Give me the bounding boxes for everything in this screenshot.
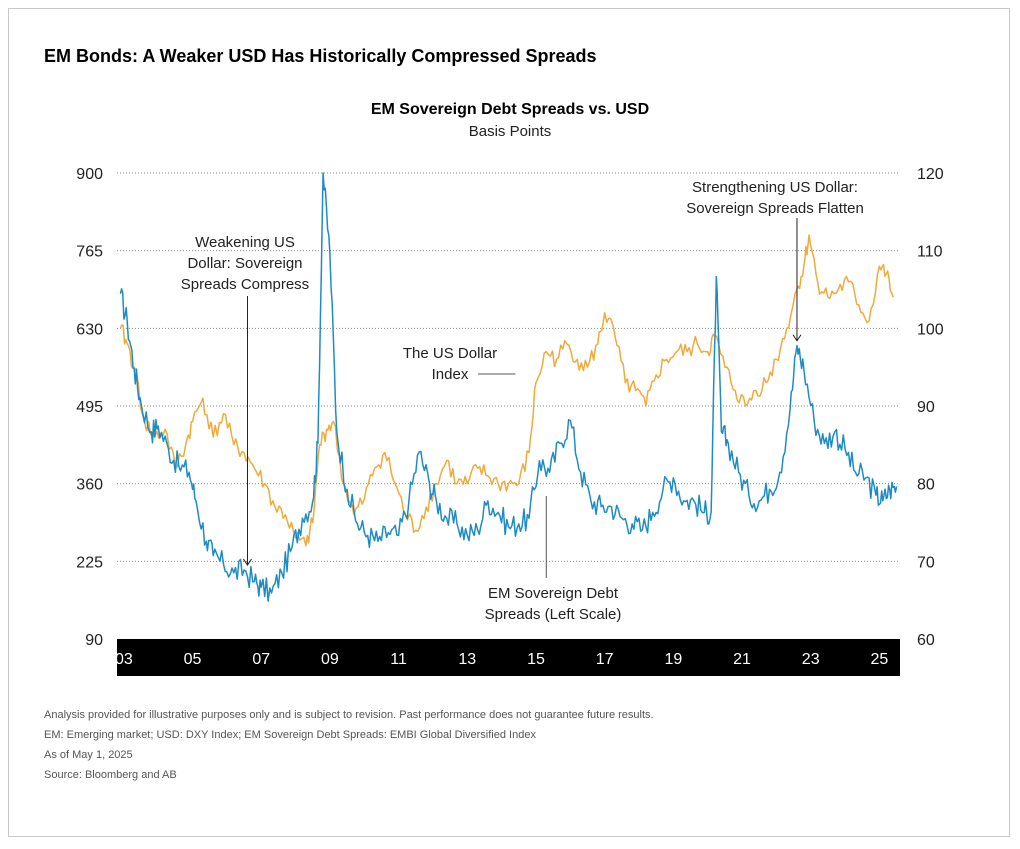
right-tick-label: 100 (917, 321, 944, 338)
chart-subtitle: Basis Points (468, 123, 552, 140)
right-tick-label: 80 (917, 477, 935, 494)
x-tick-label: 11 (390, 651, 407, 668)
right-axis-ticks: 60 70 80 90 100 110 120 (917, 166, 944, 649)
left-tick-label: 225 (76, 554, 103, 571)
left-axis-ticks: 90 225 360 495 630 765 900 (76, 166, 103, 649)
x-tick-label: 07 (252, 651, 270, 668)
x-tick-label: 17 (596, 651, 614, 668)
annotation-strengthening-dollar: Sovereign Spreads Flatten (686, 200, 864, 217)
x-axis-band (117, 639, 900, 676)
annotation-weakening-dollar: Weakening US (195, 234, 295, 251)
footnote-definitions: EM: Emerging market; USD: DXY Index; EM … (44, 729, 536, 741)
annotation-weakening-arrow-head (243, 558, 252, 566)
annotation-dollar-index-label: The US Dollar (403, 345, 497, 362)
x-tick-label: 21 (733, 651, 751, 668)
annotations: Weakening US Dollar: Sovereign Spreads Com… (181, 179, 864, 623)
x-tick-label: 19 (664, 651, 682, 668)
right-tick-label: 60 (917, 632, 935, 649)
x-tick-label: 03 (115, 651, 133, 668)
x-axis-ticks: 03 05 07 09 11 13 15 17 19 21 23 25 (115, 651, 888, 668)
annotation-strengthening-dollar: Strengthening US Dollar: (692, 179, 858, 196)
left-tick-label: 360 (76, 477, 103, 494)
footnote-date: As of May 1, 2025 (44, 749, 133, 761)
headline: EM Bonds: A Weaker USD Has Historically … (44, 46, 597, 66)
x-tick-label: 15 (527, 651, 545, 668)
right-tick-label: 70 (917, 554, 935, 571)
footnotes: Analysis provided for illustrative purpo… (44, 705, 654, 785)
left-tick-label: 900 (76, 166, 103, 183)
footnote-disclaimer: Analysis provided for illustrative purpo… (44, 709, 654, 721)
left-tick-label: 765 (76, 244, 103, 261)
gridlines (117, 172, 900, 562)
x-tick-label: 13 (458, 651, 476, 668)
footnote-source: Source: Bloomberg and AB (44, 769, 177, 781)
x-tick-label: 09 (321, 651, 339, 668)
right-tick-label: 90 (917, 399, 935, 416)
x-tick-label: 25 (870, 651, 888, 668)
right-tick-label: 120 (917, 166, 944, 183)
chart-title: EM Sovereign Debt Spreads vs. USD (370, 101, 650, 118)
annotation-em-spreads-label: EM Sovereign Debt (488, 585, 619, 602)
left-tick-label: 90 (85, 632, 103, 649)
annotation-weakening-dollar: Spreads Compress (181, 276, 309, 293)
annotation-weakening-dollar: Dollar: Sovereign (187, 255, 302, 272)
left-tick-label: 495 (76, 399, 103, 416)
chart-frame (8, 8, 1010, 837)
annotation-em-spreads-label: Spreads (Left Scale) (485, 606, 622, 623)
right-tick-label: 110 (917, 244, 943, 261)
annotation-strengthening-arrow-head (792, 334, 802, 342)
x-tick-label: 23 (802, 651, 820, 668)
annotation-dollar-index-label: Index (432, 366, 469, 383)
left-tick-label: 630 (76, 321, 103, 338)
x-tick-label: 05 (184, 651, 202, 668)
series-line-em-spreads (119, 172, 898, 602)
